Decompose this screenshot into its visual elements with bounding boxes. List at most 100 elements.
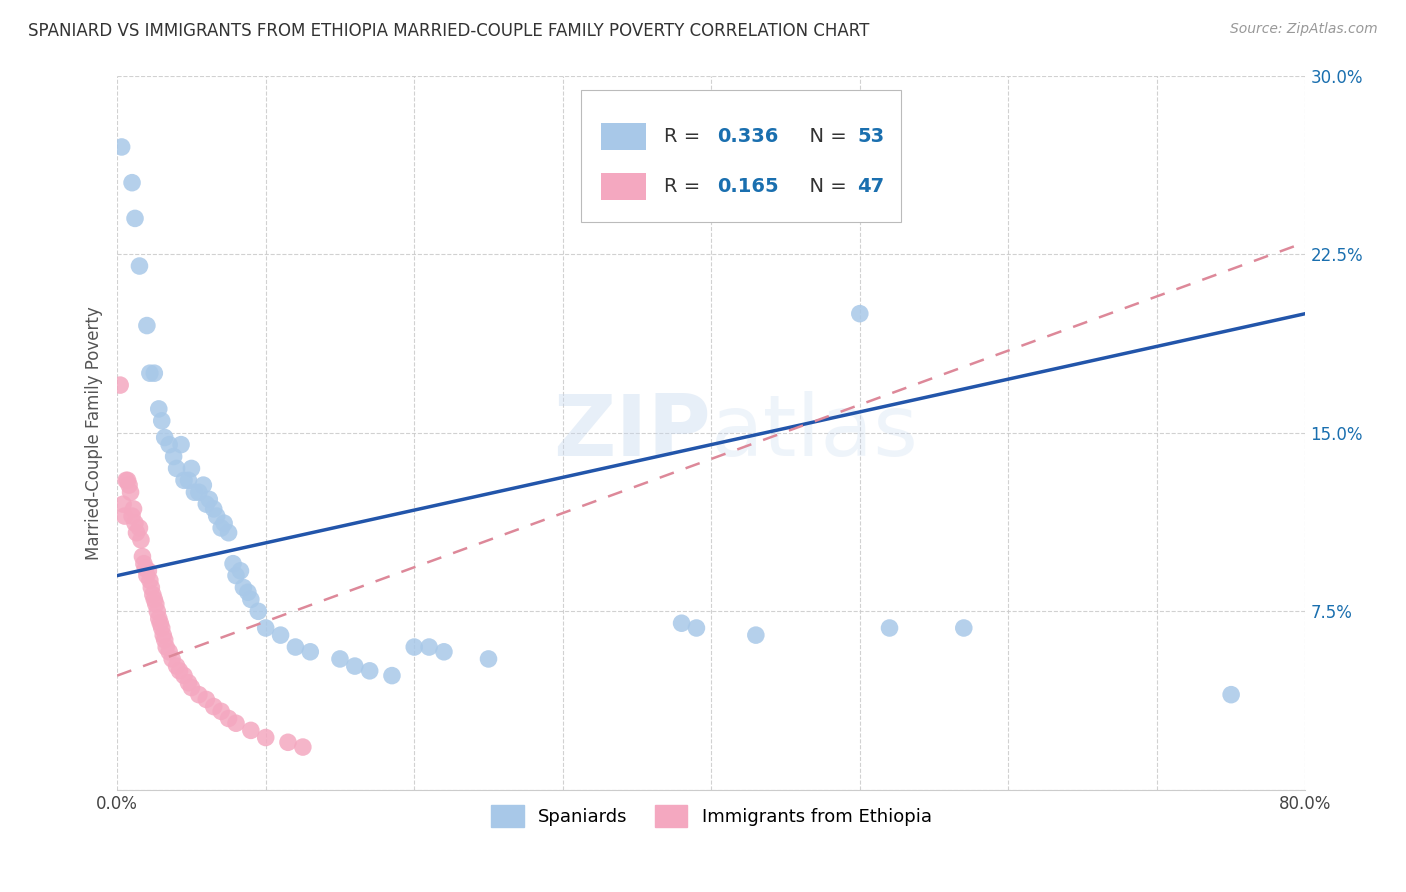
Point [685,621,707,635]
Point [879,621,901,635]
Point [232,581,254,595]
Point [155,640,177,654]
Point [121,509,143,524]
Point [135,318,157,333]
Y-axis label: Married-Couple Family Poverty: Married-Couple Family Poverty [86,306,103,559]
Point [173,668,195,682]
Point [195,692,218,706]
Point [173,474,195,488]
Point [143,592,166,607]
Point [150,414,173,428]
Point [112,497,135,511]
Point [381,668,404,682]
Point [135,568,157,582]
Point [343,659,366,673]
Point [225,568,247,582]
FancyBboxPatch shape [581,90,901,222]
Point [254,621,277,635]
Legend: Spaniards, Immigrants from Ethiopia: Spaniards, Immigrants from Ethiopia [484,798,939,835]
Bar [600,173,645,200]
Point [138,564,160,578]
Point [134,561,156,575]
Text: atlas: atlas [711,392,920,475]
Point [433,645,456,659]
Point [114,509,136,524]
Text: ZIP: ZIP [554,392,711,475]
Point [180,461,202,475]
Point [239,592,262,607]
Point [124,211,146,226]
Text: R =: R = [664,177,706,195]
Point [118,478,141,492]
Point [180,681,202,695]
Point [142,588,165,602]
Point [177,474,200,488]
Text: Source: ZipAtlas.com: Source: ZipAtlas.com [1230,22,1378,37]
Point [149,616,172,631]
Point [141,581,163,595]
Point [418,640,440,654]
Point [209,704,232,718]
Point [145,597,167,611]
Point [157,437,180,451]
Point [148,611,170,625]
Point [404,640,426,654]
Point [132,557,155,571]
Point [270,628,292,642]
Point [671,616,693,631]
Point [157,645,180,659]
Text: 53: 53 [858,127,884,145]
Point [209,521,232,535]
Point [202,699,225,714]
Point [128,259,150,273]
Point [229,564,252,578]
Point [198,492,221,507]
Text: N =: N = [797,177,853,195]
Point [183,485,205,500]
Text: N =: N = [797,127,853,145]
Point [146,604,169,618]
Point [477,652,499,666]
Point [212,516,235,531]
Point [131,549,153,564]
Point [254,731,277,745]
Point [162,450,184,464]
Point [170,437,193,451]
Text: 47: 47 [858,177,884,195]
Point [121,176,143,190]
Point [148,401,170,416]
Text: R =: R = [664,127,706,145]
Point [329,652,352,666]
Point [129,533,152,547]
Point [125,525,148,540]
Point [166,659,188,673]
Point [218,525,240,540]
Point [225,716,247,731]
Point [111,140,134,154]
Point [120,485,142,500]
Point [291,740,314,755]
Point [128,521,150,535]
Point [205,509,228,524]
Point [359,664,381,678]
Point [202,502,225,516]
Text: 0.165: 0.165 [717,177,779,195]
Point [193,478,215,492]
Point [139,366,162,380]
Point [150,621,173,635]
Point [1220,688,1243,702]
Point [239,723,262,738]
Point [195,497,218,511]
Point [139,574,162,588]
Point [117,474,139,488]
Point [143,366,166,380]
Point [160,652,183,666]
Bar [600,123,645,150]
Point [169,664,191,678]
Point [166,461,188,475]
Point [177,675,200,690]
Point [153,632,176,647]
Point [187,485,209,500]
Point [277,735,299,749]
Point [247,604,270,618]
